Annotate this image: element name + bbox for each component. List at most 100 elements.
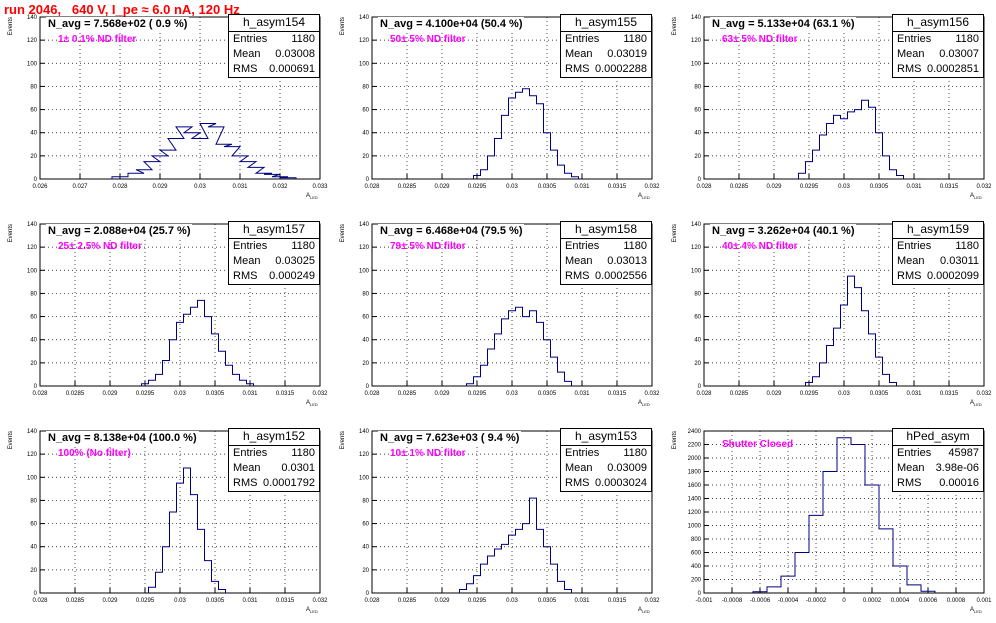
histogram-panel: 0.028 0.0285 0.029 0.0295 0.03 0.0305 0.031 0.0… — [0, 416, 332, 623]
y-tick-label: 140 — [27, 15, 38, 21]
y-tick-label: 40 — [362, 338, 369, 344]
stats-row-mean: Mean 0.03013 — [561, 254, 651, 269]
y-tick-label: 40 — [30, 545, 37, 551]
x-tick-label: 0.0285 — [730, 391, 749, 397]
histogram-bin — [156, 374, 163, 386]
stats-box: h_asym154 Entries 1180 Mean 0.03008 RMS 0.0006… — [228, 14, 320, 78]
y-tick-label: 1800 — [688, 470, 702, 476]
x-tick-label: -0.001 — [695, 598, 713, 604]
histogram-bin — [544, 133, 551, 179]
y-tick-label: 120 — [27, 245, 38, 251]
filter-label: 100% (No filter) — [58, 448, 131, 459]
stats-row-mean: Mean 0.03007 — [893, 47, 983, 62]
x-tick-label: 0.03 — [174, 391, 186, 397]
x-tick-label: 0.0285 — [66, 391, 85, 397]
filter-label: 10± 1% ND filter — [390, 448, 466, 459]
histogram-panel: 0.028 0.0285 0.029 0.0295 0.03 0.0305 0.031 0.0… — [0, 209, 332, 416]
histogram-bin — [841, 305, 848, 386]
histogram-bin — [247, 384, 254, 386]
y-tick-label: 120 — [27, 452, 38, 458]
stats-value: 0.03019 — [607, 48, 647, 60]
histogram-bin — [523, 89, 530, 179]
histogram-line — [466, 306, 572, 386]
histogram-bin — [551, 564, 558, 593]
stats-box: h_asym156 Entries 1180 Mean 0.03007 RMS 0.0002… — [892, 14, 984, 78]
histogram-name: h_asym156 — [893, 15, 983, 32]
stats-label: Mean — [565, 48, 593, 60]
histogram-bin — [572, 177, 579, 179]
histogram-bin — [820, 135, 827, 179]
histogram-bin — [897, 176, 904, 179]
histogram-bin — [767, 587, 781, 593]
x-tick-label: 0.031 — [232, 184, 248, 190]
histogram-bin — [544, 547, 551, 593]
n-avg-label: N_avg = 4.100e+04 (50.4 %) — [378, 17, 525, 31]
y-tick-label: 140 — [359, 429, 370, 435]
stats-value: 0.03008 — [275, 48, 315, 60]
n-avg-label: N_avg = 2.088e+04 (25.7 %) — [46, 224, 193, 238]
x-tick-label: 0.028 — [364, 184, 380, 190]
y-tick-label: 100 — [691, 268, 702, 274]
histogram-bin — [565, 381, 572, 386]
y-tick-label: 100 — [691, 61, 702, 67]
histogram-line — [473, 88, 579, 179]
stats-value: 0.0002288 — [595, 63, 647, 75]
y-axis-title: Events — [672, 224, 678, 242]
histogram-line — [798, 99, 904, 179]
histogram-bin — [781, 576, 795, 593]
histogram-bin — [219, 590, 226, 593]
histogram-bin — [827, 346, 834, 387]
x-tick-label: 0.0295 — [468, 598, 487, 604]
x-tick-label: 0.029 — [434, 598, 450, 604]
stats-label: RMS — [565, 63, 590, 75]
stats-label: RMS — [565, 270, 590, 282]
x-tick-label: 0.031 — [574, 391, 590, 397]
x-tick-label: 0.0006 — [919, 598, 938, 604]
histogram-bin — [537, 529, 544, 593]
histogram-bin — [893, 566, 907, 593]
x-tick-label: 0.028 — [364, 598, 380, 604]
histogram-bin — [163, 547, 170, 593]
histogram-bin — [876, 133, 883, 179]
y-tick-label: 80 — [30, 84, 37, 90]
histogram-bin — [212, 581, 219, 593]
stats-value: 1180 — [955, 33, 979, 45]
x-axis-title: ALED — [970, 400, 982, 407]
histogram-bin — [806, 383, 813, 386]
histogram-bin — [921, 591, 935, 593]
y-tick-label: 0 — [366, 384, 370, 390]
filter-label: 50± 5% ND filter — [390, 34, 466, 45]
x-tick-label: 0.031 — [574, 598, 590, 604]
y-tick-label: 80 — [30, 498, 37, 504]
stats-value: 0.000249 — [269, 270, 315, 282]
x-axis-title: ALED — [638, 607, 650, 614]
histogram-bin — [495, 334, 502, 386]
stats-row-entries: Entries 1180 — [229, 446, 319, 461]
x-axis-title: ALED — [638, 193, 650, 200]
histogram-bin — [890, 170, 897, 179]
x-tick-label: 0.028 — [696, 184, 712, 190]
x-tick-label: 0.032 — [976, 184, 992, 190]
stats-label: Entries — [897, 240, 932, 252]
y-tick-label: 40 — [694, 338, 701, 344]
y-axis-title: Events — [340, 17, 346, 35]
stats-value: 0.03007 — [939, 48, 979, 60]
histogram-bin — [516, 307, 523, 386]
y-tick-label: 40 — [694, 131, 701, 137]
y-axis-title: Events — [8, 17, 14, 35]
histogram-bin — [226, 365, 233, 386]
stats-label: RMS — [897, 270, 922, 282]
x-tick-label: 0.0285 — [398, 184, 417, 190]
stats-label: RMS — [565, 477, 590, 489]
x-tick-label: 0.0285 — [398, 391, 417, 397]
stats-value: 0.03009 — [607, 462, 647, 474]
x-tick-label: 0.0305 — [870, 184, 889, 190]
x-tick-label: 0.032 — [644, 184, 660, 190]
x-tick-label: 0.03 — [506, 184, 518, 190]
histogram-line — [459, 497, 572, 593]
x-tick-label: 0.028 — [112, 184, 128, 190]
stats-row-rms: RMS 0.0002556 — [561, 269, 651, 284]
filter-label: 40± 4% ND filter — [722, 241, 798, 252]
stats-box: h_asym155 Entries 1180 Mean 0.03019 RMS 0.0002… — [560, 14, 652, 78]
x-tick-label: 0.026 — [32, 184, 48, 190]
